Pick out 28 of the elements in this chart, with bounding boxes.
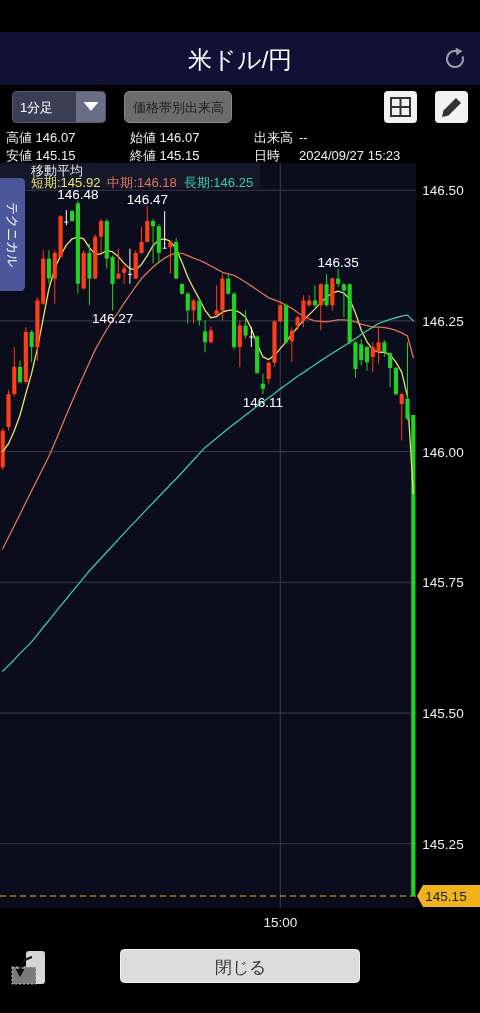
y-tick-label: 145.25 <box>422 836 464 852</box>
annotation: 146.35 <box>317 255 359 271</box>
y-tick-label: 145.50 <box>422 705 464 721</box>
text: 閉じる <box>214 958 266 977</box>
chart-title: 米ドル/円 <box>187 46 293 73</box>
text: 長期:146.25 <box>183 175 254 190</box>
text: 145.15 <box>425 888 467 904</box>
text: 始値 146.07 <box>130 130 200 145</box>
text: 終値 145.15 <box>129 148 200 163</box>
annotation: テクニカル <box>5 202 20 267</box>
y-tick-label: 146.25 <box>422 313 464 329</box>
line-series <box>2 314 414 672</box>
text: 出来高 <box>254 130 293 145</box>
x-tick-label: 15:00 <box>263 915 298 930</box>
y-tick-label: 146.50 <box>422 183 464 199</box>
annotation: 146.48 <box>57 187 99 203</box>
text: -- <box>299 130 308 145</box>
text: 日時 <box>254 148 280 163</box>
text: 中期:146.18 <box>107 175 177 190</box>
text: 安値 145.15 <box>6 148 76 163</box>
legend-title: 移動平均 <box>31 162 83 178</box>
y-tick-label: 146.00 <box>422 444 464 460</box>
text: 高値 146.07 <box>6 130 76 145</box>
text: 価格帯別出来高 <box>132 100 224 115</box>
y-tick-label: 145.75 <box>422 575 464 591</box>
text: 1分足 <box>20 100 54 115</box>
text: 2024/09/27 15:23 <box>299 148 401 163</box>
annotation: 146.47 <box>126 192 168 208</box>
